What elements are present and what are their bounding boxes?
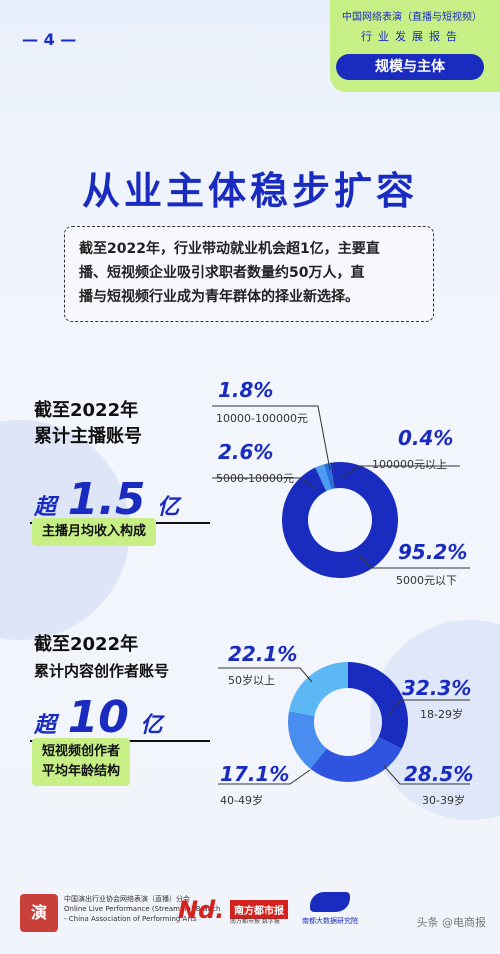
newspaper-logo: 南方都市报: [230, 900, 288, 919]
page-number: — 4 —: [22, 30, 77, 49]
stat1-heading: 截至2022年 累计主播账号: [34, 398, 142, 450]
stat1-figure: 超 1.5 亿: [34, 474, 179, 525]
bigdata-institute-logo: 南都大数据研究院: [300, 892, 360, 926]
page-title: 从业主体稳步扩容: [81, 169, 418, 213]
income-label-10000-100000: 10000-100000元: [216, 412, 308, 425]
age-label-30-39: 30-39岁: [422, 794, 465, 807]
association-name: 中国演出行业协会网络表演（直播）分会 Online Live Performan…: [64, 894, 220, 924]
age-donut-slice: [288, 662, 348, 716]
intro-box: 截至2022年，行业带动就业机会超1亿，主要直 播、短视频企业吸引求职者数量约5…: [64, 226, 434, 322]
income-donut-slice: [330, 462, 336, 489]
income-label-5000-10000: 5000-10000元: [216, 472, 294, 485]
stat1-prefix: 超: [34, 495, 57, 520]
stat2-chart-label-line: 平均年龄结构: [42, 764, 121, 779]
association-seal-logo: 演: [20, 894, 58, 932]
stat1-heading-year: 截至2022年: [34, 400, 139, 421]
bigdata-mark-icon: [310, 892, 350, 912]
stat2-chart-label-line: 短视频创作者: [42, 744, 121, 759]
income-pct-100000-plus: 0.4%: [398, 426, 454, 450]
intro-line: 播、短视频企业吸引求职者数量约50万人，直: [79, 265, 365, 281]
income-donut: [282, 461, 399, 578]
age-pct-40-49: 17.1%: [220, 762, 290, 786]
age-pct-50-plus: 22.1%: [228, 642, 298, 666]
section-tag: 中国网络表演（直播与短视频） 行业发展报告 规模与主体: [330, 0, 500, 92]
stat2-figure: 超 10 亿: [34, 692, 162, 743]
stat2-chart-label: 短视频创作者 平均年龄结构: [32, 738, 131, 786]
tag-section-name: 规模与主体: [336, 54, 484, 80]
watermark: 头条 @电商报: [416, 916, 487, 929]
age-label-40-49: 40-49岁: [220, 794, 263, 807]
footer: 演 中国演出行业协会网络表演（直播）分会 Online Live Perform…: [0, 880, 500, 954]
newspaper-sub: 南方都市报 数字报: [230, 918, 280, 925]
association-name-en: Online Live Performance (Streaming) Bran…: [64, 905, 221, 913]
income-donut-slice: [324, 462, 335, 490]
age-pct-30-39: 28.5%: [404, 762, 474, 786]
income-label-under-5000: 5000元以下: [396, 574, 457, 587]
age-donut-slice: [287, 711, 327, 769]
association-name-en: - China Association of Performing Arts: [64, 915, 197, 923]
stat2-heading-year: 截至2022年: [34, 634, 139, 655]
income-label-100000-plus: 100000元以上: [372, 458, 447, 471]
income-donut-slice: [315, 464, 332, 492]
age-label-50-plus: 50岁以上: [228, 674, 275, 687]
stat2-heading: 截至2022年 累计内容创作者账号: [34, 632, 169, 684]
nd-logo: Nd.: [178, 896, 225, 924]
age-pct-18-29: 32.3%: [402, 676, 472, 700]
tag-report-name: 中国网络表演（直播与短视频）: [342, 12, 482, 23]
bigdata-institute-name: 南都大数据研究院: [302, 917, 358, 925]
stat2-number: 10: [67, 692, 129, 743]
intro-line: 播与短视频行业成为青年群体的择业新选择。: [79, 289, 359, 305]
income-pct-10000-100000: 1.8%: [218, 378, 274, 402]
association-name-cn: 中国演出行业协会网络表演（直播）分会: [64, 895, 190, 903]
stat1-chart-label: 主播月均收入构成: [32, 518, 157, 546]
income-pct-5000-10000: 2.6%: [218, 440, 274, 464]
stat2-heading-label: 累计内容创作者账号: [34, 662, 170, 680]
stat1-number: 1.5: [67, 474, 146, 525]
stat2-unit: 亿: [140, 713, 163, 738]
stat1-heading-label: 累计主播账号: [34, 426, 142, 447]
income-donut-slice: [282, 461, 399, 578]
tag-report-type: 行业发展报告: [361, 30, 463, 43]
income-pct-under-5000: 95.2%: [398, 540, 468, 564]
stat2-prefix: 超: [34, 713, 57, 738]
stat1-unit: 亿: [157, 495, 180, 520]
intro-line: 截至2022年，行业带动就业机会超1亿，主要直: [79, 241, 380, 257]
age-label-18-29: 18-29岁: [420, 708, 463, 721]
